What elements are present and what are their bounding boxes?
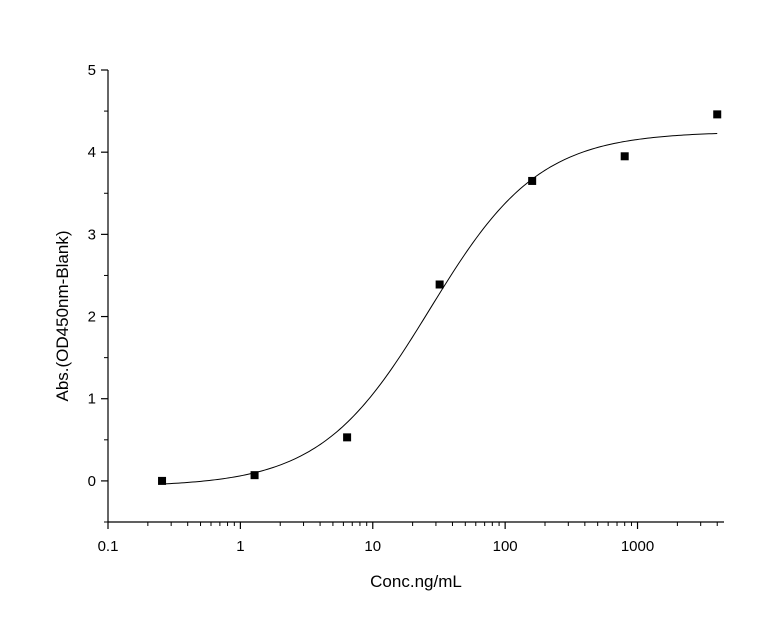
x-tick-label: 1 [236, 538, 244, 555]
axes [107, 70, 724, 523]
x-tick-label: 1000 [621, 538, 654, 555]
data-point [620, 152, 629, 161]
data-point [158, 476, 167, 485]
data-point [435, 280, 444, 289]
data-point [250, 471, 259, 480]
x-axis-ticks: 0.1 1 10 100 1000 [98, 522, 718, 555]
x-tick-label: 100 [493, 538, 518, 555]
y-tick-label: 3 [88, 226, 96, 243]
data-point [528, 176, 537, 185]
y-axis-title: Abs.(OD450nm-Blank) [53, 230, 72, 401]
data-point [343, 433, 352, 442]
y-tick-label: 2 [88, 309, 96, 326]
y-axis-ticks: 0 1 2 3 4 5 [88, 62, 108, 523]
y-tick-label: 1 [88, 391, 96, 408]
data-points [158, 110, 722, 485]
y-tick-label: 5 [88, 62, 96, 79]
x-tick-label: 0.1 [98, 538, 119, 555]
data-point [713, 110, 722, 119]
x-tick-label: 10 [364, 538, 381, 555]
y-tick-label: 0 [88, 473, 96, 490]
x-axis-title: Conc.ng/mL [370, 572, 462, 591]
y-tick-label: 4 [88, 144, 96, 161]
fit-curve [162, 132, 718, 485]
